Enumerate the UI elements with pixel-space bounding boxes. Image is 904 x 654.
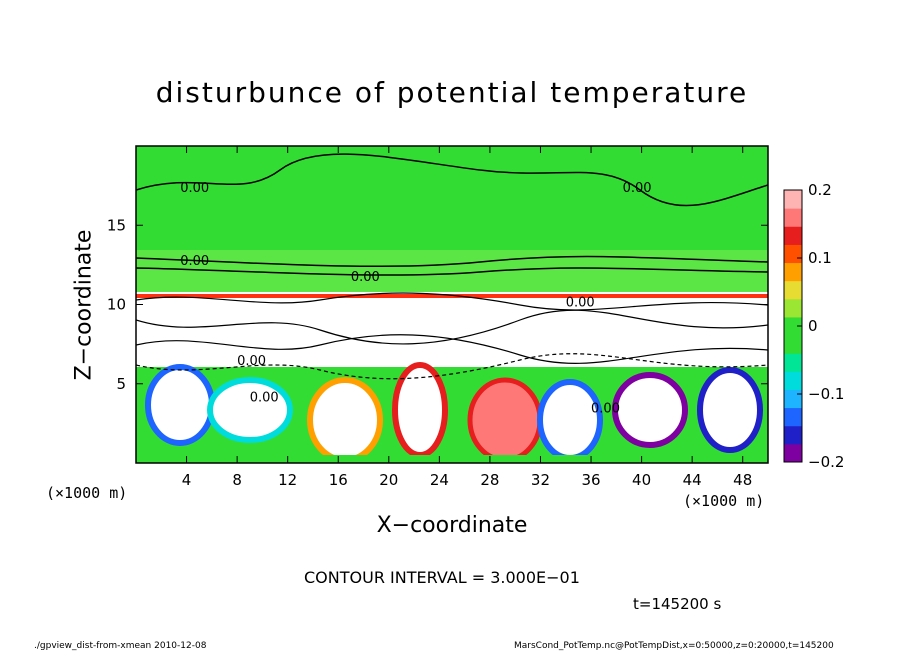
colorbar-swatch	[784, 407, 802, 427]
x-tick-label: 40	[632, 471, 651, 489]
x-tick-label: 36	[581, 471, 600, 489]
colorbar-swatch	[784, 335, 802, 354]
x-tick-label: 20	[379, 471, 398, 489]
colorbar-tick-label: 0.1	[808, 249, 832, 267]
x-axis-label: X−coordinate	[376, 513, 528, 538]
x-unit-label-left: (×1000 m)	[46, 484, 128, 502]
contour-label: 0.00	[566, 295, 595, 310]
x-tick-label: 48	[733, 471, 752, 489]
contour-line	[136, 267, 768, 276]
colorbar-swatch	[784, 190, 802, 209]
x-tick-label: 4	[182, 471, 192, 489]
contour-label: 0.00	[237, 354, 266, 369]
colorbar-tick-label: −0.2	[808, 453, 844, 471]
blob	[697, 367, 763, 453]
y-tick-label: 5	[116, 375, 126, 393]
field-bottom-green	[136, 455, 768, 463]
colorbar-swatch	[784, 226, 802, 245]
colorbar-tick-label: 0	[808, 317, 818, 335]
plot-area	[136, 146, 768, 463]
blob	[612, 372, 688, 448]
contour-line	[136, 309, 768, 345]
colorbar-swatch	[784, 244, 802, 264]
footer-script-label: ./gpview_dist-from-xmean 2010-12-08	[34, 641, 207, 651]
contour-label: 0.00	[591, 402, 620, 417]
colorbar-swatch	[784, 425, 802, 445]
x-tick-label: 8	[232, 471, 242, 489]
chart-title: disturbunce of potential temperature	[155, 76, 749, 109]
contour-label: 0.00	[180, 181, 209, 196]
x-unit-label-right: (×1000 m)	[683, 492, 765, 510]
contour-line	[136, 255, 768, 268]
footer-source-label: MarsCond_PotTemp.nc@PotTempDist,x=0:5000…	[514, 641, 834, 651]
contour-line	[136, 153, 768, 207]
contour-line	[136, 334, 768, 364]
colorbar-swatch	[784, 371, 802, 390]
blob	[307, 377, 383, 463]
colorbar-swatch	[784, 353, 802, 372]
contour-line	[136, 292, 768, 311]
time-label: t=145200 s	[633, 595, 722, 613]
colorbar-swatch	[784, 443, 802, 463]
blob	[467, 377, 543, 463]
x-axis: 4 8 12 16 20 24 28 32 36 40 44 48	[182, 146, 752, 489]
x-tick-label: 24	[430, 471, 449, 489]
y-tick-label: 15	[107, 216, 126, 234]
colorbar: 0.2 0.1 0 −0.1 −0.2	[783, 181, 844, 471]
x-tick-label: 44	[683, 471, 702, 489]
contour-labels: 0.00 0.00 0.00 0.00 0.00 0.00 0.00 0.00	[180, 181, 651, 416]
colorbar-swatch	[784, 280, 802, 300]
y-axis: 5 10 15	[107, 216, 768, 393]
contour-interval-label: CONTOUR INTERVAL = 3.000E−01	[304, 568, 580, 587]
contour-label: 0.00	[180, 254, 209, 269]
y-tick-label: 10	[107, 296, 126, 314]
blob	[537, 379, 603, 461]
blob	[207, 377, 293, 443]
colorbar-tick-label: −0.1	[808, 385, 844, 403]
x-tick-label: 32	[531, 471, 550, 489]
contour-label: 0.00	[623, 181, 652, 196]
colorbar-swatch	[784, 316, 802, 336]
y-axis-label: Z−coordinate	[71, 229, 97, 381]
contour-label: 0.00	[351, 270, 380, 285]
colorbar-tick-label: 0.2	[808, 181, 832, 199]
colorbar-swatch	[784, 262, 802, 282]
colorbar-swatch	[784, 208, 802, 227]
contour-label: 0.00	[250, 390, 279, 405]
blob	[145, 364, 215, 446]
field-red-line	[136, 294, 768, 298]
colorbar-swatch	[784, 298, 802, 318]
colorbar-swatch	[784, 389, 802, 409]
x-tick-label: 28	[480, 471, 499, 489]
x-tick-label: 16	[329, 471, 348, 489]
x-tick-label: 12	[278, 471, 297, 489]
